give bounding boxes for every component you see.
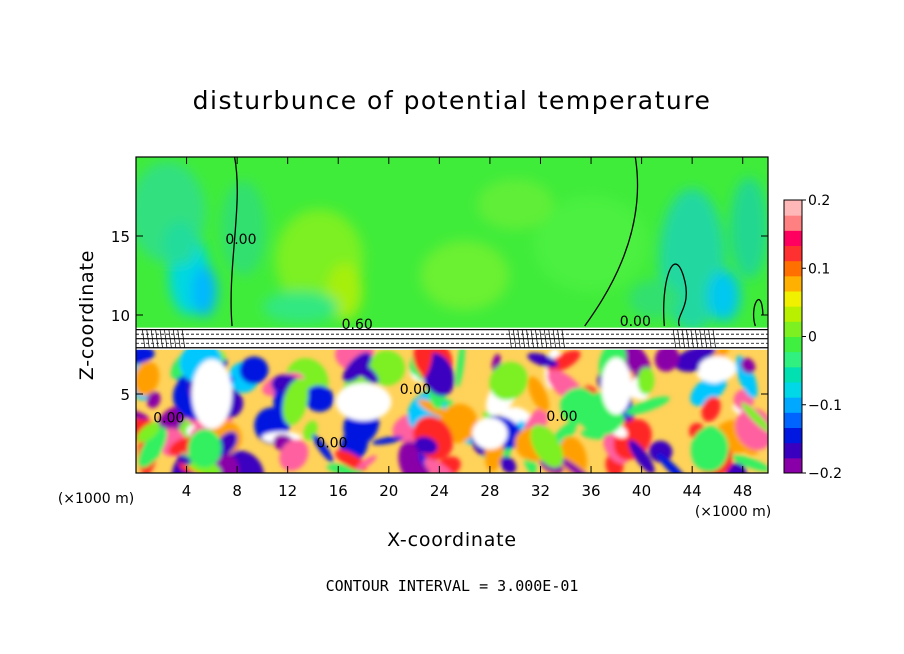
y-axis-label: Z-coordinate bbox=[76, 250, 98, 380]
colorbar-swatch-17 bbox=[784, 200, 802, 216]
lower-layer-eddies bbox=[136, 338, 768, 473]
colorbar-swatch-1 bbox=[784, 442, 802, 459]
x-tick-label-24: 24 bbox=[430, 482, 449, 500]
x-tick-label-28: 28 bbox=[480, 482, 499, 500]
x-tick-label-44: 44 bbox=[683, 482, 702, 500]
y-tick-label-10: 10 bbox=[111, 307, 130, 325]
contour-interval-note: CONTOUR INTERVAL = 3.000E-01 bbox=[325, 577, 579, 595]
colorbar-swatch-6 bbox=[784, 366, 802, 383]
x-tick-label-36: 36 bbox=[581, 482, 600, 500]
colorbar-swatch-14 bbox=[784, 245, 802, 262]
colorbar-swatch-13 bbox=[784, 260, 802, 277]
heatmap-field: 0.00 0.60 0.00 0.00 0.00 0.00 0.00 bbox=[136, 157, 768, 473]
contour-label-2: 0.00 bbox=[620, 314, 651, 330]
colorbar-swatch-16 bbox=[784, 215, 802, 231]
colorbar-swatch-4 bbox=[784, 397, 802, 413]
x-tick-label-32: 32 bbox=[531, 482, 550, 500]
contour-label-0: 0.00 bbox=[225, 232, 256, 248]
contour-label-4: 0.00 bbox=[316, 436, 347, 452]
x-unit-label-right: (×1000 m) bbox=[695, 504, 771, 520]
upper-layer-blobs bbox=[136, 161, 768, 331]
chart-title: disturbunce of potential temperature bbox=[192, 86, 712, 115]
colorbar: 0.2 0.1 0 −0.1 −0.2 bbox=[783, 193, 842, 482]
colorbar-swatch-10 bbox=[784, 306, 802, 322]
contour-label-5: 0.00 bbox=[400, 382, 431, 398]
x-axis-label: X-coordinate bbox=[387, 529, 517, 551]
contour-label-1: 0.60 bbox=[342, 317, 373, 333]
x-tick-label-4: 4 bbox=[182, 482, 192, 500]
x-tick-label-48: 48 bbox=[733, 482, 752, 500]
colorbar-swatch-8 bbox=[784, 336, 802, 353]
colorbar-tick-label-3: −0.1 bbox=[808, 398, 842, 414]
colorbar-swatch-7 bbox=[784, 351, 802, 368]
colorbar-swatch-11 bbox=[784, 291, 802, 307]
x-tick-label-12: 12 bbox=[278, 482, 297, 500]
y-tick-label-15: 15 bbox=[111, 228, 130, 246]
colorbar-swatch-3 bbox=[784, 412, 802, 428]
colorbar-swatch-5 bbox=[784, 382, 802, 398]
colorbar-tick-label-4: −0.2 bbox=[808, 466, 842, 482]
colorbar-swatch-9 bbox=[784, 321, 802, 337]
colorbar-tick-label-0: 0.2 bbox=[808, 193, 830, 209]
y-tick-label-5: 5 bbox=[120, 386, 130, 404]
colorbar-swatch-0 bbox=[784, 457, 802, 474]
inversion-contours bbox=[136, 329, 768, 349]
colorbar-tick-label-1: 0.1 bbox=[808, 261, 830, 277]
x-tick-label-8: 8 bbox=[232, 482, 242, 500]
contour-labels: 0.00 0.60 0.00 0.00 0.00 0.00 0.00 bbox=[153, 232, 651, 452]
contour-label-3: 0.00 bbox=[153, 410, 184, 426]
x-unit-label-left: (×1000 m) bbox=[58, 491, 134, 507]
colorbar-swatch-12 bbox=[784, 275, 802, 292]
x-tick-label-20: 20 bbox=[379, 482, 398, 500]
upper-contours bbox=[230, 157, 764, 327]
colorbar-swatch-2 bbox=[784, 427, 802, 444]
x-tick-label-40: 40 bbox=[632, 482, 651, 500]
x-axis: 4 8 12 16 20 24 28 32 36 40 44 48 bbox=[182, 157, 752, 500]
x-tick-label-16: 16 bbox=[329, 482, 348, 500]
colorbar-swatch-15 bbox=[784, 230, 802, 246]
contour-label-6: 0.00 bbox=[546, 409, 577, 425]
colorbar-tick-label-2: 0 bbox=[808, 330, 817, 346]
y-axis: 5 10 15 bbox=[111, 228, 768, 404]
